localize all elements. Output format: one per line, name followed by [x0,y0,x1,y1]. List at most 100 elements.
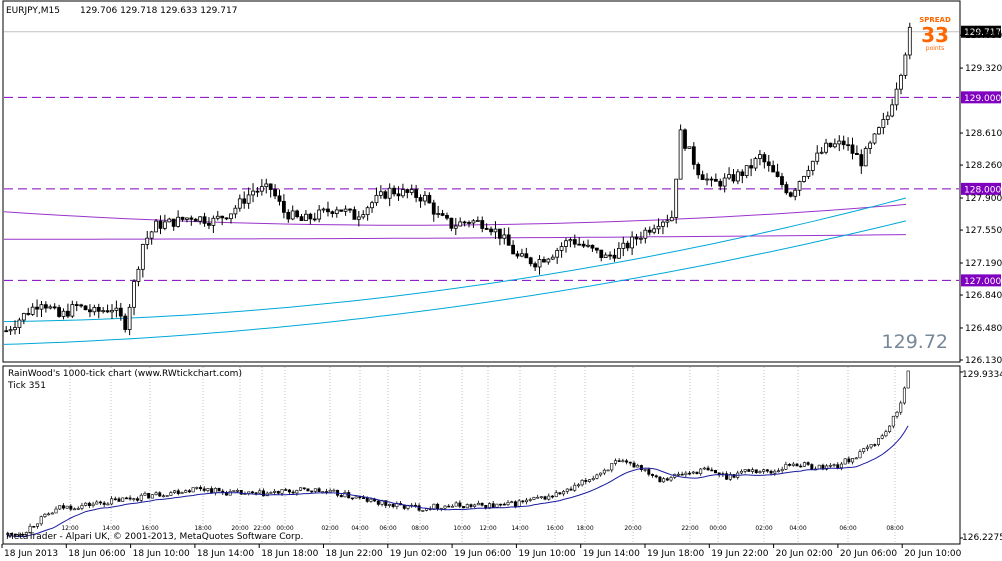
tick-candle-body [180,492,184,494]
candle-body [797,181,802,191]
tick-candle-body [124,497,128,500]
tick-candle-body [102,502,106,505]
candle-body [277,195,282,202]
tick-candle-body [165,495,169,497]
tick-candle-body [302,487,306,490]
tick-time-label: 12:00 [61,525,78,532]
tick-candle-body [176,490,180,494]
candle-body [489,228,493,233]
candle-body [815,152,820,162]
tick-candle-body [776,470,780,473]
current-price-big: 129.72 [882,331,948,353]
tick-candle-body [121,497,125,502]
tick-candle-body [191,487,195,493]
tick-time-label: 20:00 [231,525,248,532]
candle-body [819,151,824,154]
time-tick-label: 18 Jun 14:00 [197,549,254,559]
candle-body [189,217,194,220]
candle-body [149,231,154,239]
candle-body [167,218,172,223]
candle-body [855,152,859,155]
candle-body [806,170,811,177]
tick-time-label: 12:00 [479,525,496,532]
candle-body [295,210,300,218]
candle-body [467,222,471,224]
tick-chart-title: RainWood's 1000-tick chart (www.RWtickch… [8,369,242,379]
price-tick-label: 129.680 [965,31,1002,41]
time-tick-label: 19 Jun 18:00 [647,549,704,559]
candle-body [418,197,423,202]
tick-candle-body [328,489,332,493]
tick-candle-body [773,470,777,474]
tick-candle-body [280,489,284,494]
tick-candle-body [532,497,536,500]
time-tick-label: 18 Jun 2013 [4,549,58,559]
tick-candle-body [169,492,173,496]
candle-body [810,160,815,171]
tick-candle-body [658,476,662,483]
candle-body [850,144,855,154]
tick-candle-body [284,489,288,491]
tick-candle-body [784,463,788,470]
tick-candle-body [98,501,102,504]
tick-candle-body [528,499,532,501]
tick-candle-body [747,469,751,472]
tick-candle-body [699,468,703,474]
tick-candle-body [643,469,647,471]
candle-body [171,218,176,227]
candle-body [370,202,374,209]
candle-body [616,248,621,259]
candle-body [312,218,317,221]
candle-body [863,148,868,167]
candle-body [537,259,542,268]
candle-body [431,202,436,215]
tick-candle-body [276,490,280,494]
tick-candle-body [173,490,177,493]
last-price-tag [961,25,1001,38]
tick-candle-body [228,490,232,496]
candle-body [207,222,211,226]
tick-candle-body [558,492,562,495]
tick-candle-body [573,484,577,491]
copyright-text: MetaTrader - Alpari UK, © 2001-2013, Met… [6,532,303,542]
tick-candle-body [828,464,832,467]
candle-body [185,217,189,220]
candle-body [61,310,66,317]
tick-candle-body [132,498,136,500]
candle-body [198,216,203,222]
tick-candle-body [706,467,710,471]
price-tick-label: 128.260 [965,161,1002,171]
candle-body [140,244,145,270]
candle-body [555,250,560,258]
candle-body [334,209,339,214]
candle-body [414,189,419,198]
candle-body [26,313,31,315]
tick-candle-body [669,477,673,481]
candle-body [251,190,255,196]
candle-body [608,254,612,257]
tick-candle-body [884,431,888,437]
candle-body [145,237,150,245]
candle-body [784,184,789,194]
candle-body [656,225,661,230]
tick-time-label: 04:00 [351,525,368,532]
tick-candle-body [236,490,240,492]
ma-slow-line-1 [3,203,907,226]
candle-body [894,88,899,106]
candle-body [136,268,141,282]
candle-body [352,209,357,220]
tick-candle-body [788,463,792,466]
tick-candle-body [725,473,729,480]
candle-body [780,176,784,186]
tick-candle-body [665,478,669,481]
tick-candle-body [506,502,510,505]
tick-candle-body [13,533,17,536]
tick-candle-body [877,438,881,445]
price-tick-label: 127.900 [965,194,1002,204]
last-price-tag-label: 129.717 [964,28,1001,38]
candle-body [520,253,524,257]
candle-body [713,178,718,182]
candle-body [599,249,604,258]
tick-candle-body [317,488,321,492]
candle-body [824,142,828,153]
